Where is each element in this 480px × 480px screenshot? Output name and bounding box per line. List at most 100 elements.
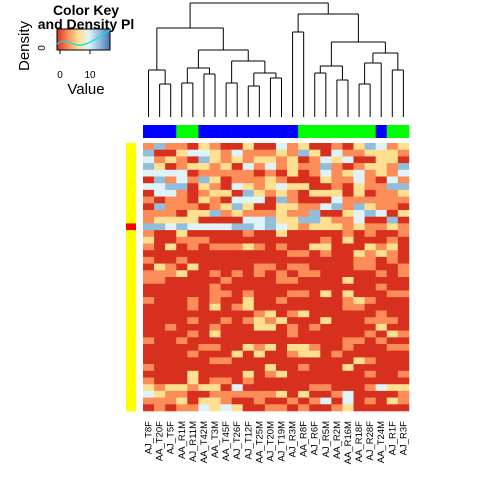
row-group-37 xyxy=(126,390,136,398)
heatmap-cell xyxy=(320,156,332,164)
heatmap-cell xyxy=(275,149,288,157)
heatmap-cell xyxy=(198,210,210,217)
row-group-4 xyxy=(126,169,136,177)
row-group-11 xyxy=(126,216,136,224)
heatmap-cell xyxy=(242,196,255,204)
heatmap-cell xyxy=(342,250,354,258)
heatmap-cell xyxy=(375,310,388,318)
heatmap-cell xyxy=(176,183,188,191)
heatmap-cell xyxy=(353,250,365,258)
heatmap-cell xyxy=(187,256,199,264)
heatmap-cell xyxy=(353,270,365,278)
heatmap-cell xyxy=(231,384,244,392)
heatmap-cell xyxy=(176,357,188,365)
heatmap-cell xyxy=(386,270,399,278)
heatmap-cell xyxy=(231,303,244,311)
heatmap-cell xyxy=(198,143,210,150)
heatmap-cell xyxy=(397,230,410,238)
heatmap-cell xyxy=(231,230,244,238)
column-label-22: AJ_R1F xyxy=(387,421,398,456)
heatmap-cell xyxy=(187,169,199,177)
heatmap-cell xyxy=(298,377,310,385)
heatmap-cell xyxy=(264,317,277,325)
heatmap-cell xyxy=(275,323,288,331)
heatmap-cell xyxy=(364,297,376,305)
heatmap-cell xyxy=(220,196,232,204)
heatmap-cell xyxy=(320,370,332,378)
heatmap-cell xyxy=(165,143,177,150)
heatmap-cell xyxy=(242,169,255,177)
heatmap-cell xyxy=(242,390,255,398)
heatmap-cell xyxy=(331,364,343,372)
heatmap-cell xyxy=(331,290,343,298)
heatmap-cell xyxy=(386,223,399,231)
heatmap-cell xyxy=(320,303,332,311)
heatmap-cell xyxy=(331,397,343,405)
heatmap-cell xyxy=(298,256,310,264)
heatmap-cell xyxy=(242,163,255,171)
heatmap-cell xyxy=(165,263,177,271)
heatmap-cell xyxy=(187,149,199,157)
column-group-20 xyxy=(364,125,376,138)
heatmap-cell xyxy=(364,397,376,405)
column-group-17 xyxy=(331,125,343,138)
heatmap-cell xyxy=(287,370,299,378)
heatmap-cell xyxy=(187,163,199,171)
heatmap-cell xyxy=(165,317,177,325)
heatmap-cell xyxy=(220,236,232,244)
heatmap-cell xyxy=(342,330,354,338)
heatmap-cell xyxy=(275,143,288,150)
row-group-2 xyxy=(126,156,136,164)
heatmap-cell xyxy=(209,210,221,217)
heatmap-cell xyxy=(386,323,399,331)
heatmap-cell xyxy=(264,203,277,211)
heatmap-cell xyxy=(320,317,332,325)
heatmap-cell xyxy=(154,143,166,150)
heatmap-cell xyxy=(253,169,266,177)
heatmap-cell xyxy=(176,216,188,224)
heatmap-cell xyxy=(386,330,399,338)
heatmap-cell xyxy=(287,404,299,412)
heatmap-cell xyxy=(287,143,299,150)
heatmap-cell xyxy=(331,303,343,311)
heatmap-cell xyxy=(342,303,354,311)
heatmap-cell xyxy=(154,323,166,331)
heatmap-cell xyxy=(287,169,299,177)
heatmap-cell xyxy=(386,297,399,305)
heatmap-cell xyxy=(220,250,232,258)
heatmap-cell xyxy=(331,149,343,157)
heatmap-cell xyxy=(165,183,177,191)
heatmap-cell xyxy=(176,163,188,171)
heatmap-cell xyxy=(165,176,177,184)
heatmap-cell xyxy=(353,210,365,217)
heatmap-cell xyxy=(298,210,310,217)
heatmap-cell xyxy=(342,283,354,291)
heatmap-cell xyxy=(342,377,354,385)
heatmap-cell xyxy=(187,397,199,405)
heatmap-cell xyxy=(309,283,321,291)
heatmap-cell xyxy=(154,277,166,284)
heatmap-cell xyxy=(353,196,365,204)
heatmap-cell xyxy=(298,183,310,191)
heatmap-cell xyxy=(309,404,321,412)
heatmap-cell xyxy=(309,236,321,244)
column-label-1: AA_T20F xyxy=(155,421,166,461)
heatmap-cell xyxy=(220,357,232,365)
heatmap-cell xyxy=(353,163,365,171)
heatmap-cell xyxy=(386,357,399,365)
heatmap-cell xyxy=(386,370,399,378)
heatmap-cell xyxy=(176,390,188,398)
heatmap-cell xyxy=(320,310,332,318)
heatmap-cell xyxy=(209,344,221,351)
heatmap-cell xyxy=(353,189,365,197)
heatmap-cell xyxy=(287,216,299,224)
heatmap-cell xyxy=(298,236,310,244)
heatmap-cell xyxy=(353,404,365,412)
row-group-9 xyxy=(126,203,136,211)
heatmap-cell xyxy=(320,263,332,271)
heatmap-cell xyxy=(253,149,266,157)
heatmap-cell xyxy=(275,357,288,365)
heatmap-cell xyxy=(364,357,376,365)
heatmap-cell xyxy=(386,310,399,318)
heatmap-cell xyxy=(231,163,244,171)
